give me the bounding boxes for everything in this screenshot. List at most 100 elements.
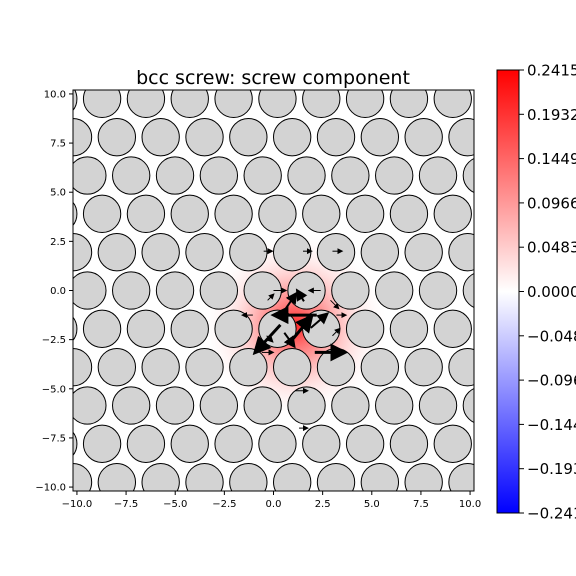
atom — [433, 90, 472, 119]
atom — [141, 232, 180, 272]
displacement-arrow — [310, 312, 330, 329]
atom — [126, 424, 166, 463]
colorbar-tick-label: −0.1449 — [527, 416, 576, 434]
colorbar-tick-label: −0.0966 — [527, 372, 576, 390]
atom — [155, 156, 195, 195]
atom — [331, 156, 370, 195]
atom — [273, 118, 312, 157]
atom — [302, 90, 341, 119]
atom — [82, 90, 122, 119]
x-tick-label: −10.0 — [62, 499, 93, 510]
y-tick-label: 0.0 — [50, 286, 66, 297]
atom — [404, 232, 443, 272]
atom — [316, 118, 356, 157]
atom — [375, 386, 414, 425]
atom — [302, 194, 341, 234]
x-tick-label: 2.5 — [315, 499, 331, 510]
colorbar-tick-label: −0.1932 — [527, 460, 576, 478]
atom — [141, 118, 180, 157]
displacement-arrow — [266, 335, 274, 343]
atom — [375, 156, 414, 195]
atom — [243, 156, 282, 195]
atom — [0, 348, 4, 385]
atom — [0, 387, 18, 424]
atom — [214, 194, 253, 234]
x-tick-label: 5.0 — [364, 499, 380, 510]
atom — [82, 309, 122, 349]
arrow-layer — [241, 248, 349, 432]
atom — [273, 232, 312, 272]
atom — [448, 347, 474, 387]
plot-area: −10.0 −7.5 −5.0 −2.5 0.0 2.5 5.0 7.5 10.0 −10.0−… — [0, 89, 481, 510]
atom — [229, 462, 268, 491]
atom — [448, 233, 474, 272]
atom — [345, 424, 385, 463]
atom — [141, 347, 180, 387]
atom — [404, 347, 443, 387]
displacement-arrow — [267, 293, 275, 301]
atom — [10, 119, 47, 156]
atom — [170, 90, 209, 119]
atom — [10, 348, 47, 385]
atom — [170, 309, 209, 349]
atom — [273, 347, 312, 387]
atom — [112, 271, 151, 310]
atom — [82, 194, 122, 234]
x-tick-label: 10.0 — [459, 499, 481, 510]
atom — [375, 271, 414, 310]
atom — [433, 309, 472, 349]
atom — [73, 233, 93, 272]
colorbar-tick-label: 0.1449 — [527, 150, 576, 168]
displacement-arrow — [283, 332, 296, 349]
atom — [126, 309, 166, 349]
atom — [360, 232, 400, 272]
atom — [141, 462, 180, 491]
atom — [316, 232, 356, 272]
x-tick-label: −7.5 — [114, 499, 138, 510]
atom — [0, 157, 18, 194]
atom — [185, 232, 224, 272]
atom — [258, 90, 297, 119]
atom — [82, 424, 122, 463]
atom — [0, 233, 4, 270]
colorbar-tick-label: 0.0000 — [527, 283, 576, 301]
atom — [73, 90, 78, 112]
atom — [199, 386, 239, 425]
atom — [73, 462, 93, 491]
atom — [360, 462, 400, 491]
atom — [112, 156, 151, 195]
colorbar-gradient — [496, 69, 520, 514]
atom — [462, 158, 474, 193]
atom — [73, 386, 107, 425]
atom-layer — [0, 90, 474, 491]
atom — [214, 424, 253, 463]
x-tick-label: −2.5 — [212, 499, 236, 510]
atom — [0, 272, 18, 309]
y-tick-label: 7.5 — [50, 139, 66, 150]
atom — [462, 273, 474, 308]
atom — [345, 90, 385, 119]
y-tick-label: −7.5 — [42, 433, 66, 444]
y-tick-label: 10.0 — [44, 89, 66, 100]
colorbar-tick-label: −0.2415 — [527, 505, 576, 523]
atom — [73, 118, 93, 157]
atom — [258, 194, 297, 234]
atom — [302, 424, 341, 463]
colorbar-tick-label: 0.1932 — [527, 106, 576, 124]
atom — [97, 232, 137, 272]
atom — [404, 118, 443, 157]
atom — [448, 118, 474, 157]
atom — [97, 118, 137, 157]
atom — [360, 118, 400, 157]
atom — [185, 347, 224, 387]
atom — [462, 388, 474, 423]
atom — [229, 347, 268, 387]
atom — [345, 309, 385, 349]
atom — [287, 386, 326, 425]
atom — [155, 271, 195, 310]
atom — [126, 90, 166, 119]
y-tick-label: 2.5 — [50, 237, 66, 248]
colorbar-tick-label: 0.0483 — [527, 239, 576, 257]
x-axis-ticks: −10.0 −7.5 −5.0 −2.5 0.0 2.5 5.0 7.5 10.0 — [62, 491, 481, 510]
atom — [331, 386, 370, 425]
